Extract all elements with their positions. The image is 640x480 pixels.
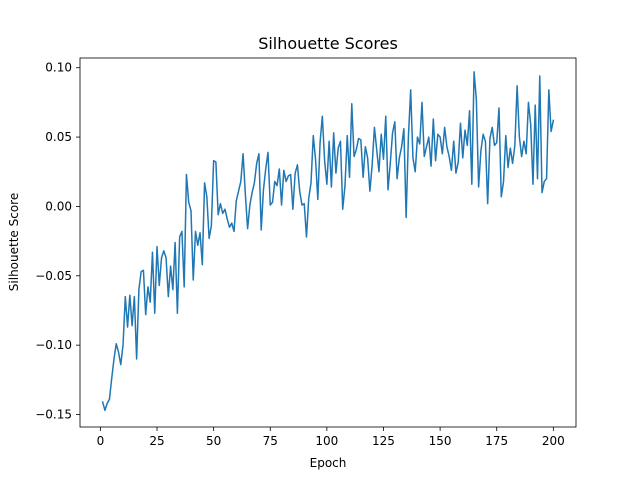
chart-title: Silhouette Scores (258, 34, 398, 53)
x-axis-label: Epoch (310, 456, 347, 470)
x-tick-label: 150 (429, 434, 452, 448)
x-tick-label: 50 (206, 434, 221, 448)
series-line (101, 71, 555, 412)
x-tick-label: 200 (542, 434, 565, 448)
x-tick-label: 25 (149, 434, 164, 448)
y-axis-label: Silhouette Score (7, 193, 21, 291)
x-tick-label: 0 (97, 434, 105, 448)
axes-background (80, 58, 576, 427)
y-axis-ticks: −0.15 −0.10 −0.05 0.00 0.05 0.10 (35, 61, 80, 422)
y-tick-label: 0.10 (45, 61, 72, 75)
y-tick-label: −0.15 (35, 408, 72, 422)
x-tick-label: 75 (263, 434, 278, 448)
y-tick-label: −0.05 (35, 269, 72, 283)
y-tick-label: 0.00 (45, 199, 72, 213)
x-axis-ticks: 0 25 50 75 100 125 150 175 200 (97, 427, 565, 448)
x-tick-label: 175 (485, 434, 508, 448)
axes-frame (79, 57, 577, 428)
plot-area (79, 57, 577, 428)
x-tick-label: 125 (372, 434, 395, 448)
x-tick-label: 100 (315, 434, 338, 448)
y-tick-label: 0.05 (45, 130, 72, 144)
y-tick-label: −0.10 (35, 338, 72, 352)
